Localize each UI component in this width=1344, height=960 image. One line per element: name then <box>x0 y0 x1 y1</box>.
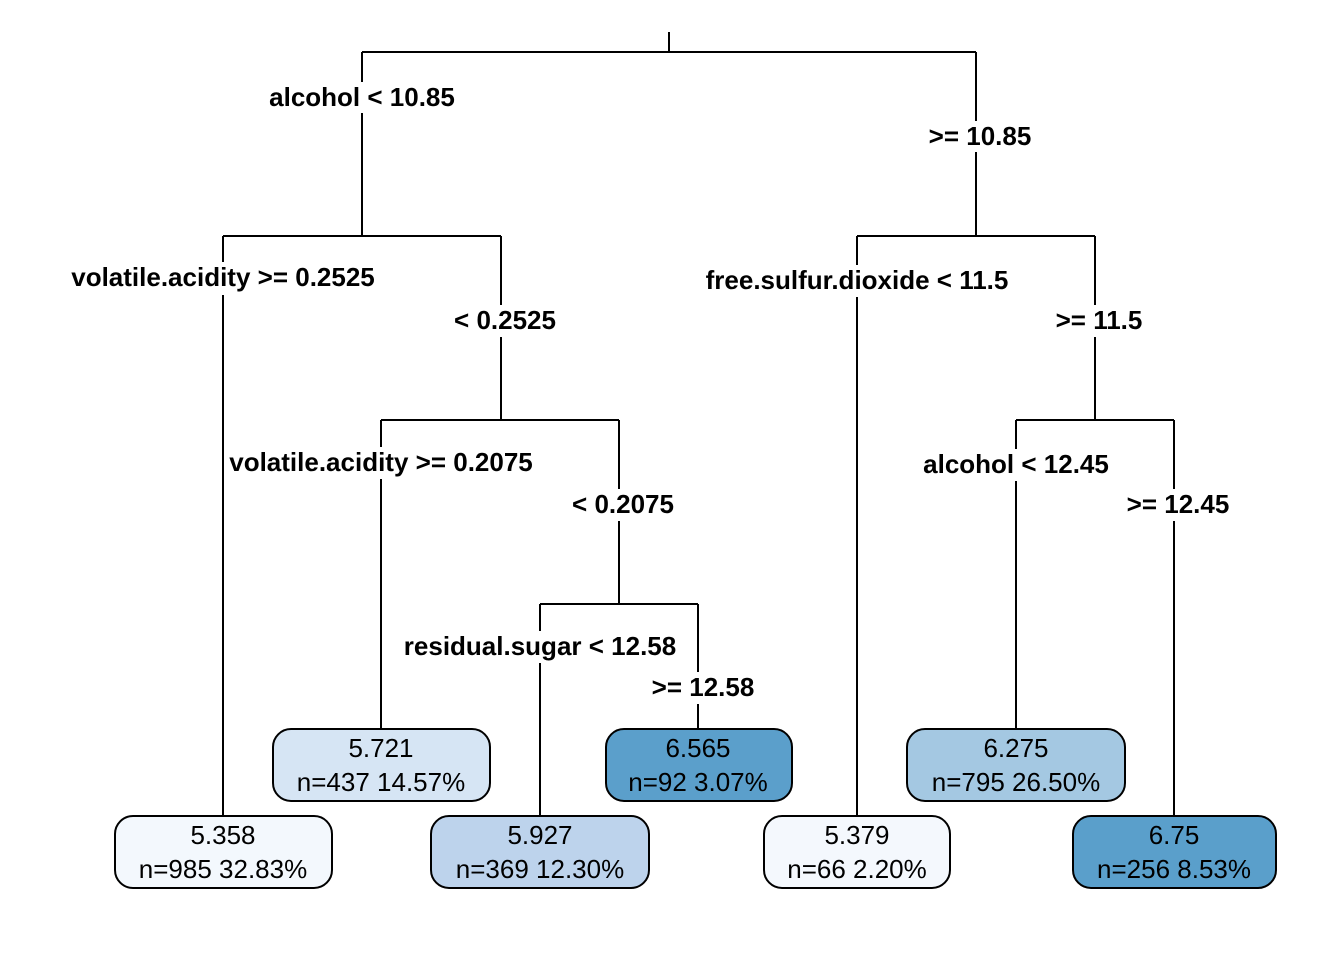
leaf-3-box <box>430 815 650 889</box>
leaf-5-box <box>763 815 951 889</box>
leaf-6-box <box>906 728 1126 802</box>
leaf-1-info: n=985 32.83% <box>139 854 307 884</box>
split-label-va2-right: < 0.2075 <box>572 489 674 519</box>
leaf-2-value: 5.721 <box>348 733 413 763</box>
leaf-5: 5.379 n=66 2.20% <box>763 815 951 889</box>
leaf-2: 5.721 n=437 14.57% <box>272 728 491 802</box>
leaf-1: 5.358 n=985 32.83% <box>114 815 333 889</box>
tree-edges <box>222 32 1175 816</box>
leaf-1-value: 5.358 <box>190 820 255 850</box>
split-label-root-left: alcohol < 10.85 <box>269 82 455 112</box>
leaf-5-info: n=66 2.20% <box>787 854 927 884</box>
split-label-rs-right: >= 12.58 <box>652 672 755 702</box>
leaf-3-info: n=369 12.30% <box>456 854 624 884</box>
leaf-7-value: 6.75 <box>1149 820 1200 850</box>
leaf-4-info: n=92 3.07% <box>628 767 768 797</box>
split-label-rs-left: residual.sugar < 12.58 <box>404 631 676 661</box>
split-label-fsd-right: >= 11.5 <box>1056 305 1143 335</box>
split-label-alc2-right: >= 12.45 <box>1127 489 1230 519</box>
split-label-va2-left: volatile.acidity >= 0.2075 <box>229 447 533 477</box>
leaf-7-info: n=256 8.53% <box>1097 854 1251 884</box>
leaf-2-info: n=437 14.57% <box>297 767 465 797</box>
leaf-6-value: 6.275 <box>983 733 1048 763</box>
leaf-3: 5.927 n=369 12.30% <box>430 815 650 889</box>
leaf-4: 6.565 n=92 3.07% <box>605 728 793 802</box>
split-label-fsd-left: free.sulfur.dioxide < 11.5 <box>706 265 1009 295</box>
split-label-root-right: >= 10.85 <box>929 121 1032 151</box>
split-labels: alcohol < 10.85 >= 10.85 volatile.acidit… <box>71 82 1229 702</box>
leaf-2-box <box>272 728 491 802</box>
leaf-1-box <box>114 815 333 889</box>
split-label-va1-right: < 0.2525 <box>454 305 556 335</box>
split-label-va1-left: volatile.acidity >= 0.2525 <box>71 262 375 292</box>
leaf-4-value: 6.565 <box>665 733 730 763</box>
leaf-4-box <box>605 728 793 802</box>
leaf-7: 6.75 n=256 8.53% <box>1072 815 1277 889</box>
leaf-7-box <box>1072 815 1277 889</box>
split-label-alc2-left: alcohol < 12.45 <box>923 449 1109 479</box>
leaf-6-info: n=795 26.50% <box>932 767 1100 797</box>
leaf-5-value: 5.379 <box>824 820 889 850</box>
leaf-6: 6.275 n=795 26.50% <box>906 728 1126 802</box>
leaf-3-value: 5.927 <box>507 820 572 850</box>
